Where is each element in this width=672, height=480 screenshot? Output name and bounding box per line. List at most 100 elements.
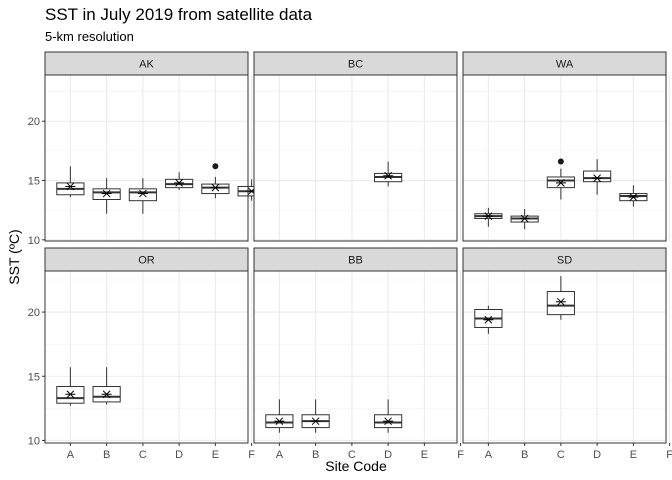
- mean-marker: [383, 171, 394, 180]
- mean-marker-stroke: [66, 182, 75, 191]
- x-tick-label: C: [139, 449, 147, 461]
- x-tick-label: B: [312, 449, 319, 461]
- panel-border: [462, 270, 667, 444]
- boxplot-ak-e: [201, 163, 230, 199]
- mean-marker-stroke: [102, 390, 111, 399]
- mean-marker: [555, 179, 566, 187]
- panel-bb: BB A B C D E F: [253, 247, 464, 461]
- y-tick-label: 20: [28, 116, 40, 128]
- mean-marker-stroke: [484, 315, 493, 324]
- mean-marker-stroke: [139, 189, 147, 198]
- box-iqr: [546, 291, 575, 316]
- mean-marker: [519, 214, 530, 223]
- mean-marker-stroke: [557, 297, 565, 306]
- panel-background: [45, 75, 248, 241]
- y-axis-title: SST (ºC): [6, 229, 22, 284]
- outlier-point: [557, 158, 564, 165]
- x-tick-label: D: [593, 449, 601, 461]
- boxplot-wa-e: [619, 185, 648, 207]
- mean-marker: [592, 174, 603, 183]
- panel-ak: AK 10 15 20: [28, 51, 266, 247]
- mean-marker-stroke: [520, 214, 529, 223]
- strip-label-or: OR: [138, 255, 155, 267]
- panel-border: [462, 74, 667, 242]
- boxplot-wa-a: [474, 207, 503, 227]
- strip-label-sd: SD: [557, 255, 572, 267]
- mean-marker-stroke: [211, 183, 220, 192]
- mean-marker-stroke: [384, 171, 392, 180]
- x-tick-label: F: [457, 449, 464, 461]
- panel-background: [254, 75, 457, 241]
- mean-marker-stroke: [629, 193, 638, 201]
- strip-label-ak: AK: [139, 59, 154, 71]
- mean-marker: [628, 193, 639, 201]
- x-tick-label: F: [666, 449, 672, 461]
- x-tick-label: E: [421, 449, 428, 461]
- mean-marker-stroke: [484, 212, 493, 220]
- mean-marker: [274, 417, 285, 426]
- strip-label-wa: WA: [556, 59, 574, 71]
- x-tick-label: E: [630, 449, 637, 461]
- mean-marker-stroke: [275, 417, 284, 426]
- mean-marker-stroke: [593, 174, 601, 183]
- boxplot-bb-a: [265, 399, 294, 433]
- mean-marker: [101, 390, 112, 399]
- mean-marker-stroke: [557, 179, 565, 187]
- box-iqr: [128, 188, 157, 202]
- x-tick-label: C: [348, 449, 356, 461]
- boxplot-wa-b: [510, 208, 539, 230]
- mean-marker-stroke: [175, 179, 183, 187]
- panel-border: [44, 270, 249, 444]
- mean-marker: [383, 417, 394, 426]
- mean-marker: [555, 297, 566, 306]
- x-tick-label: E: [212, 449, 219, 461]
- mean-marker: [483, 315, 494, 324]
- boxplot-bb-b: [301, 399, 330, 433]
- box-iqr: [201, 183, 230, 195]
- mean-marker: [310, 417, 321, 426]
- x-tick-label: D: [384, 449, 392, 461]
- boxplot-wa-c: [546, 158, 575, 200]
- panel-background: [45, 271, 248, 443]
- panel-wa: WA: [462, 51, 671, 242]
- boxplot-wa-d: [583, 159, 612, 195]
- chart-subtitle: 5-km resolution: [45, 29, 134, 44]
- x-axis-title: Site Code: [325, 458, 387, 474]
- mean-marker: [210, 183, 221, 192]
- x-tick-label: A: [276, 449, 284, 461]
- panel-bc: BC: [253, 51, 462, 242]
- boxplot-ak-b: [92, 178, 121, 214]
- mean-marker: [65, 182, 76, 191]
- mean-marker: [65, 390, 76, 399]
- mean-marker: [101, 189, 112, 198]
- y-tick-label: 20: [28, 307, 40, 319]
- boxplot-sd-a: [474, 305, 503, 334]
- boxplot-bb-d: [374, 399, 403, 433]
- mean-marker-stroke: [102, 189, 111, 198]
- y-tick-label: 10: [28, 435, 40, 447]
- boxplot-sd-c: [546, 276, 575, 320]
- mean-marker: [137, 189, 148, 198]
- boxplot-ak-a: [56, 166, 85, 198]
- mean-marker: [174, 179, 185, 187]
- x-tick-label: D: [175, 449, 183, 461]
- box-iqr: [583, 170, 612, 183]
- panel-border: [44, 74, 249, 242]
- y-tick-label: 15: [28, 176, 40, 188]
- y-tick-label: 10: [28, 235, 40, 247]
- boxplot-ak-d: [165, 172, 194, 191]
- mean-marker-stroke: [384, 417, 392, 426]
- x-tick-label: F: [248, 449, 255, 461]
- strip-label-bc: BC: [348, 59, 363, 71]
- strip-label-bb: BB: [348, 255, 363, 267]
- mean-marker: [483, 212, 494, 220]
- y-tick-label: 15: [28, 371, 40, 383]
- x-tick-label: B: [103, 449, 110, 461]
- x-tick-label: B: [521, 449, 528, 461]
- boxplot-or-b: [92, 367, 121, 405]
- boxplot-bc-d: [374, 161, 403, 187]
- panel-border: [253, 74, 458, 242]
- boxplot-or-a: [56, 367, 85, 406]
- x-tick-label: C: [557, 449, 565, 461]
